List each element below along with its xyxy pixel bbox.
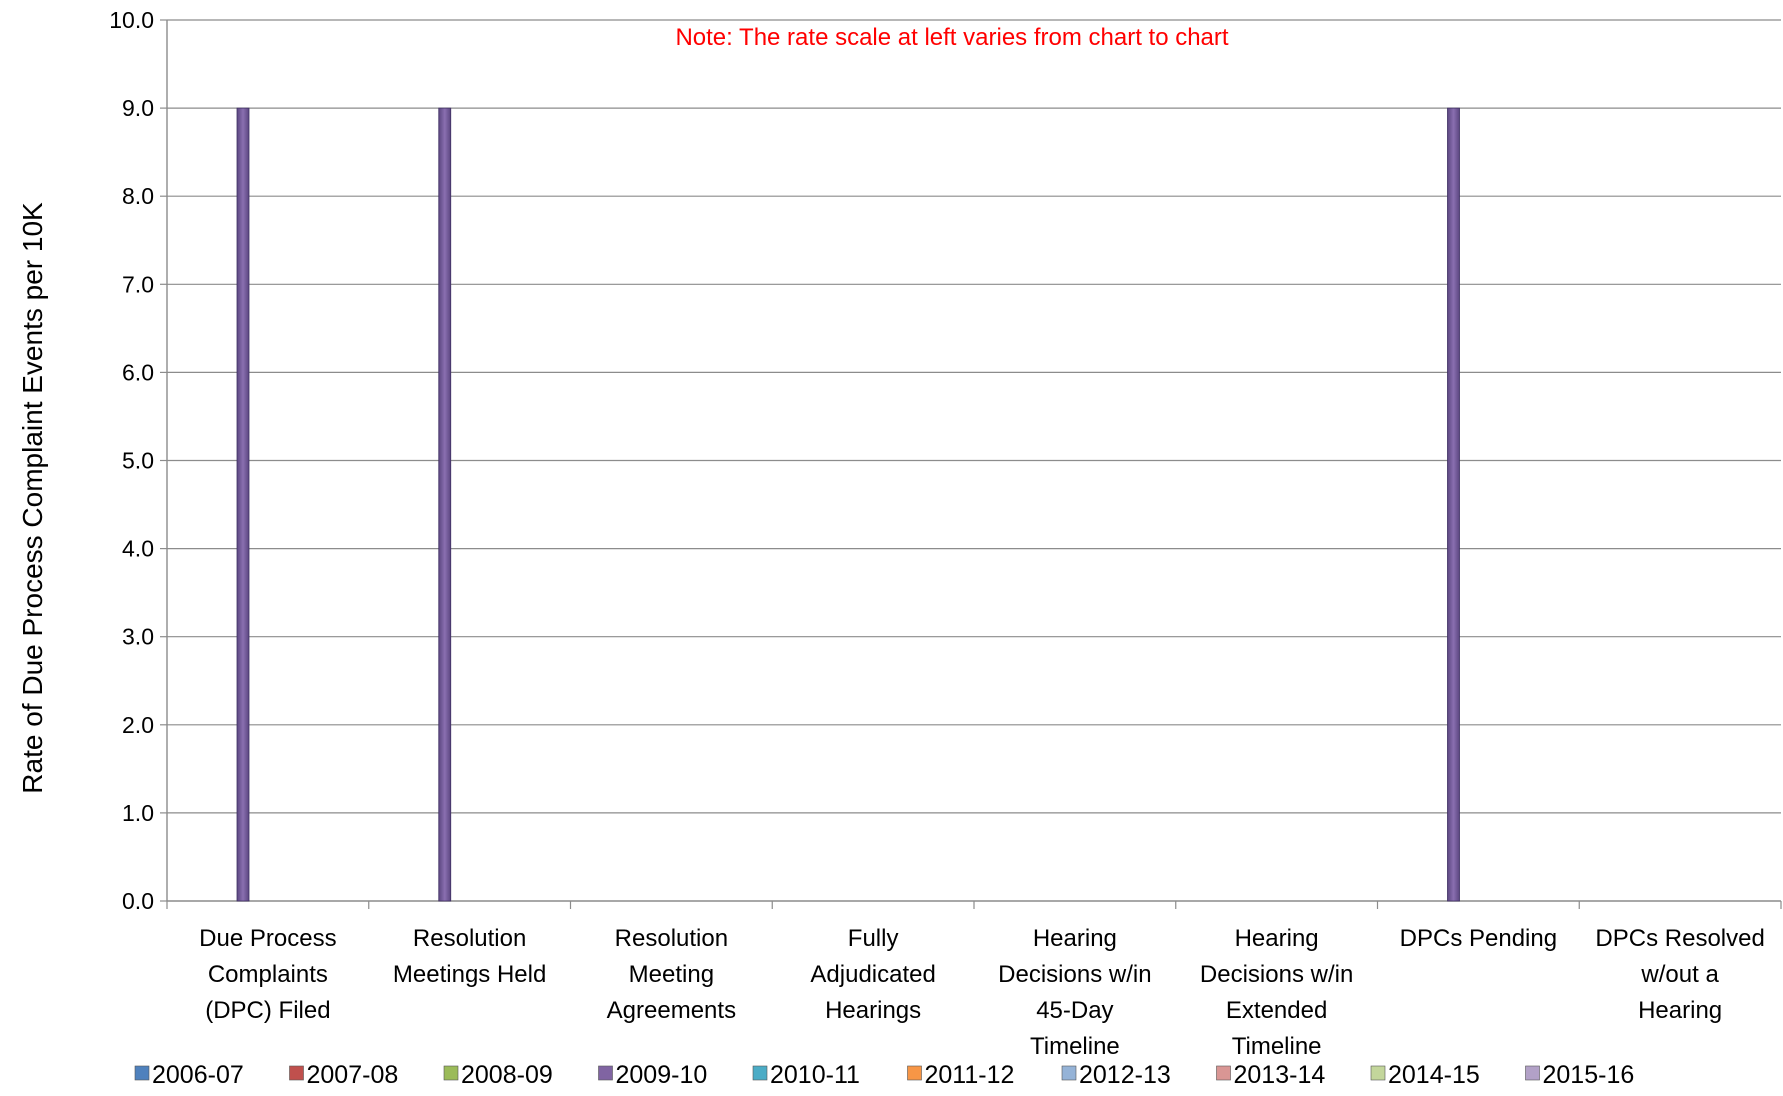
category-label: Extended [1226,997,1327,1024]
legend-swatch [598,1065,613,1081]
legend-swatch [443,1065,459,1081]
y-tick-label: 7.0 [122,271,154,297]
legend-swatch [289,1065,304,1081]
legend-label: 2006-07 [152,1061,244,1089]
legend-label: 2015-16 [1543,1061,1635,1089]
gridlines [167,19,1781,814]
y-tick-label: 10.0 [109,7,154,33]
bar [438,107,452,902]
legend-label: 2008-09 [461,1061,553,1089]
legend-label: 2014-15 [1388,1061,1480,1089]
legend-swatch [1216,1065,1231,1081]
category-label: Agreements [607,997,736,1024]
legend-label: 2010-11 [770,1061,860,1089]
axes [160,19,1782,909]
legend-swatch [907,1065,922,1081]
y-tick-label: 9.0 [122,95,154,121]
bar [236,107,250,902]
y-tick-label: 2.0 [122,712,154,738]
legend-label: 2009-10 [616,1061,708,1089]
category-label: Hearing [1033,925,1117,952]
category-label: Complaints [208,961,328,988]
category-label: Decisions w/in [998,961,1151,988]
category-label: Hearing [1638,997,1722,1024]
category-label: Fully [848,925,899,952]
category-label: DPCs Resolved [1595,925,1764,952]
category-label: Timeline [1232,1033,1322,1060]
category-label: Hearing [1235,925,1319,952]
bar [1447,107,1460,902]
y-axis-title: Rate of Due Process Complaint Events per… [17,202,48,794]
category-label: Meeting [629,961,714,988]
category-label: (DPC) Filed [205,997,330,1024]
y-tick-label: 1.0 [122,800,154,826]
category-label: Meetings Held [393,961,546,988]
category-label: w/out a [1640,961,1719,988]
category-label: 45-Day [1036,997,1113,1024]
legend-label: 2012-13 [1079,1061,1171,1089]
category-label: Timeline [1030,1033,1120,1060]
bars [236,107,1460,902]
legend-label: 2007-08 [307,1061,399,1089]
y-tick-label: 4.0 [122,536,154,562]
category-label: DPCs Pending [1400,925,1557,952]
legend-label: 2013-14 [1234,1061,1326,1089]
legend-swatch [1370,1065,1386,1081]
y-tick-label: 5.0 [122,448,154,474]
y-tick-label: 0.0 [122,888,154,914]
y-tick-label: 6.0 [122,359,154,385]
scale-note: Note: The rate scale at left varies from… [675,24,1228,51]
y-tick-label: 8.0 [122,183,154,209]
legend-label: 2011-12 [925,1061,1015,1089]
labels: 0.0 1.0 2.0 3.0 4.0 5.0 6.0 7.0 8.0 9.0 10.0 Due Pr… [109,7,1765,1060]
category-label: Resolution [615,925,728,952]
category-label: Adjudicated [810,961,935,988]
category-label: Due Process [199,925,336,952]
legend: 2006-07 2007-08 2008-09 2009-10 2010-11 2011-… [134,1061,1635,1089]
legend-swatch [134,1065,150,1081]
legend-swatch [1525,1065,1540,1081]
legend-swatch [1061,1065,1077,1081]
category-label: Decisions w/in [1200,961,1353,988]
legend-swatch [752,1065,768,1081]
category-label: Hearings [825,997,921,1024]
y-tick-label: 3.0 [122,624,154,650]
category-label: Resolution [413,925,526,952]
